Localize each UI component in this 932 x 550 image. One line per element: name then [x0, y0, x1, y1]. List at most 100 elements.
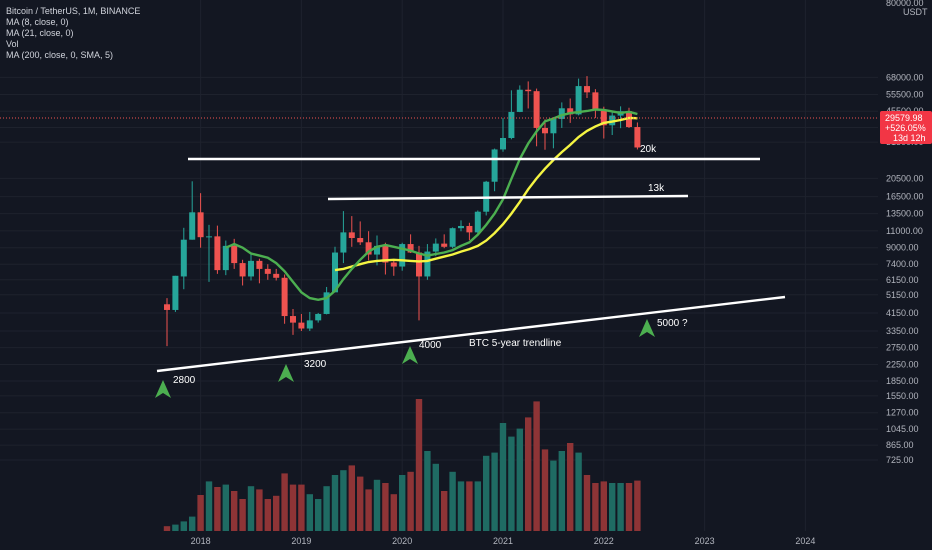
badge-change: +526.05% — [885, 123, 926, 133]
price-tick-label: 5150.00 — [886, 290, 919, 300]
volume-bar — [289, 484, 297, 531]
volume-bar — [340, 470, 347, 531]
candle-body — [466, 225, 473, 233]
candle-body — [474, 211, 481, 233]
volume-bar — [457, 481, 465, 531]
candle-body — [357, 238, 364, 243]
year-tick-label: 2022 — [594, 536, 614, 546]
volume-bar — [382, 483, 389, 531]
volume-bar — [533, 401, 540, 531]
volume-bar — [466, 481, 473, 531]
legend-ma200[interactable]: MA (200, close, 0, SMA, 5) — [6, 50, 114, 60]
candle-body — [298, 322, 305, 329]
volume-bar — [323, 486, 330, 531]
volume-bar — [197, 495, 204, 531]
candle-body — [273, 273, 280, 278]
candle-body — [491, 149, 498, 182]
candle-body — [567, 108, 574, 115]
volume-bar — [634, 480, 641, 531]
volume-bar — [281, 473, 288, 531]
candle-body — [189, 212, 196, 240]
resistance-13k-line[interactable] — [327, 194, 689, 201]
volume-bar — [491, 452, 498, 531]
volume-bar — [357, 476, 364, 531]
volume-bar — [264, 499, 271, 531]
legend-ma21[interactable]: MA (21, close, 0) — [6, 28, 74, 38]
price-tick-label: 16500.00 — [886, 192, 924, 202]
volume-bar — [583, 475, 591, 531]
candle-body — [550, 118, 557, 134]
price-tick-label: 7400.00 — [886, 259, 919, 269]
label-target: 5000 ? — [657, 318, 688, 329]
candle-body — [424, 251, 431, 277]
candle-body — [332, 252, 338, 293]
candle-body — [323, 292, 330, 314]
candle-body — [197, 212, 204, 238]
price-tick-label: 1550.00 — [886, 391, 919, 401]
candle-body — [281, 277, 288, 317]
price-tick-label: 11000.00 — [886, 226, 923, 236]
volume-bar — [189, 516, 196, 531]
drawings: 20k 13k 2800 3200 4000 5000 ? BTC 5-year… — [155, 144, 786, 398]
legend-ma8[interactable]: MA (8, close, 0) — [6, 17, 69, 27]
volume-bar — [516, 428, 523, 531]
volume-bar — [239, 499, 246, 531]
volume-bar — [231, 491, 238, 531]
price-tick-label: 4150.00 — [886, 308, 919, 318]
candle-body — [264, 268, 271, 274]
volume-bar — [205, 481, 213, 531]
candle-body — [584, 86, 590, 93]
price-axis[interactable]: 68000.0055500.0045500.0037500.0031500.00… — [886, 72, 924, 465]
volume-bar — [499, 423, 507, 531]
volume-bar — [273, 495, 280, 531]
volume-bar — [222, 484, 229, 531]
volume-bar — [256, 489, 263, 531]
candle-body — [365, 242, 372, 255]
volume-bar — [331, 475, 339, 531]
price-tick-label: 1045.00 — [886, 424, 919, 434]
candle-body — [382, 245, 389, 263]
volume-bar — [525, 417, 532, 531]
volume-bar — [541, 449, 549, 531]
candle-body — [290, 316, 296, 323]
volume-bar — [432, 463, 439, 531]
badge-price: 29579.98 — [885, 113, 923, 123]
candle-body — [449, 228, 456, 247]
volume-bar — [567, 443, 574, 531]
volume-bar — [575, 452, 582, 531]
arrow-up-icon — [278, 364, 294, 382]
price-tick-label: 725.00 — [886, 455, 914, 465]
candle-body — [256, 260, 263, 269]
price-tick-label: 1270.00 — [886, 408, 919, 418]
arrow-up-icon — [402, 346, 418, 364]
candle-body — [407, 244, 414, 253]
candle-body — [306, 320, 313, 329]
arrow-up-icon — [639, 319, 655, 337]
axis-currency: USDT — [903, 7, 928, 17]
legend-vol[interactable]: Vol — [6, 39, 19, 49]
candle-body — [315, 313, 322, 321]
year-tick-label: 2020 — [392, 536, 412, 546]
candle-body — [374, 245, 380, 255]
volume-bar — [592, 483, 599, 531]
candle-body — [239, 263, 246, 277]
candle-body — [340, 232, 347, 253]
candle-body — [180, 239, 187, 277]
candle-body — [516, 89, 523, 112]
time-axis[interactable]: 2018 2019 2020 2021 2022 2023 2024 — [191, 536, 816, 546]
volume-bar — [180, 521, 187, 531]
year-tick-label: 2021 — [493, 536, 513, 546]
volume-bar — [373, 479, 381, 531]
candle-body — [172, 275, 179, 310]
price-tick-label: 55500.00 — [886, 89, 924, 99]
trendline[interactable] — [156, 295, 786, 373]
candle-body — [500, 138, 506, 150]
label-2800: 2800 — [173, 375, 196, 386]
label-3200: 3200 — [304, 359, 327, 370]
year-tick-label: 2018 — [191, 536, 211, 546]
volume-bar — [365, 489, 372, 531]
volume-bar — [483, 455, 490, 531]
price-tick-label: 2750.00 — [886, 343, 919, 353]
chart-legend[interactable]: Bitcoin / TetherUS, 1M, BINANCE MA (8, c… — [6, 6, 140, 61]
